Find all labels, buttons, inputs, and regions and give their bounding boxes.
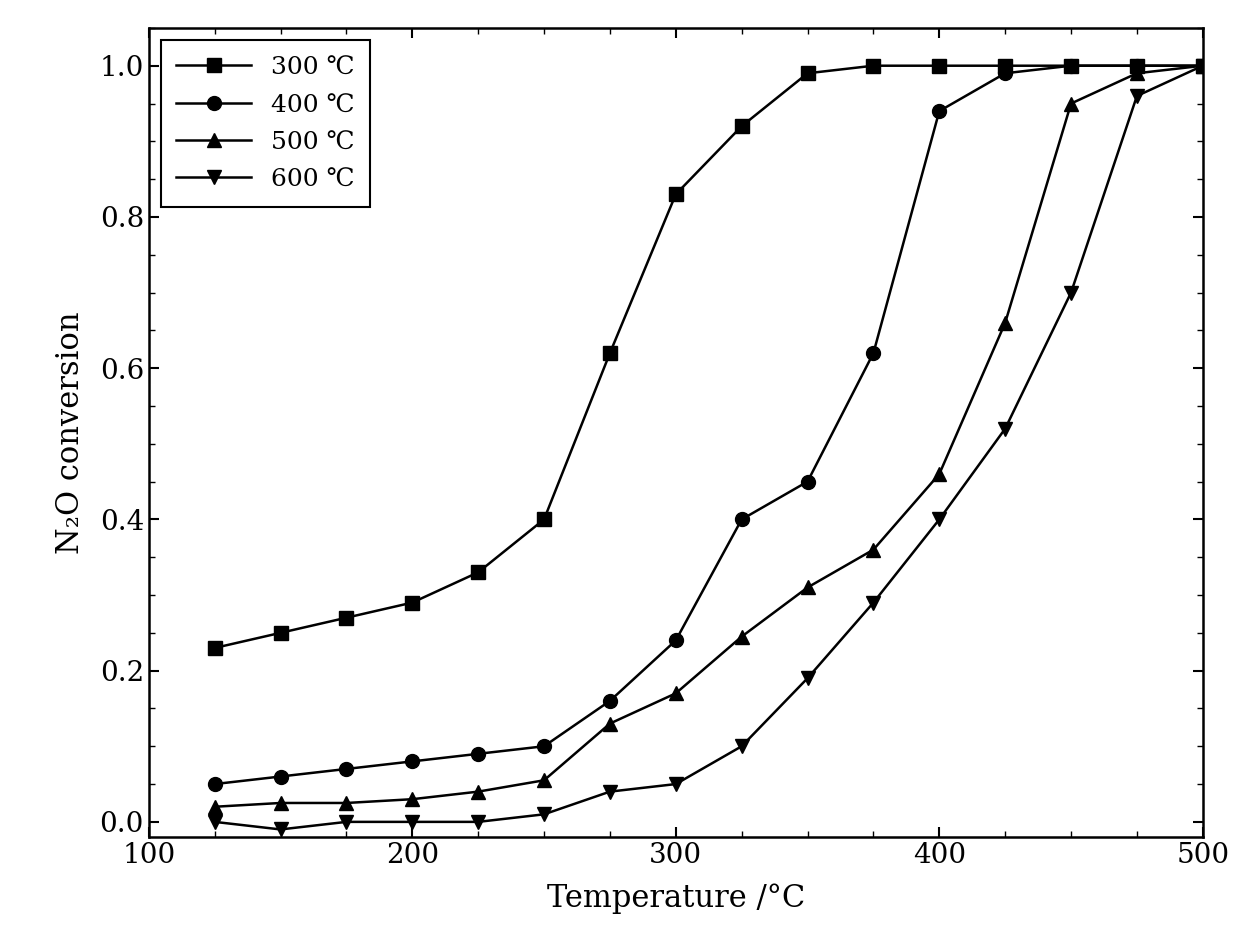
X-axis label: Temperature /°C: Temperature /°C	[547, 883, 805, 914]
400 ℃	[339, 764, 353, 775]
500 ℃	[1064, 98, 1079, 109]
400 ℃	[1130, 60, 1145, 72]
Line: 400 ℃: 400 ℃	[208, 59, 1210, 791]
600 ℃	[471, 817, 486, 828]
300 ℃	[734, 121, 749, 132]
Legend: 300 ℃, 400 ℃, 500 ℃, 600 ℃: 300 ℃, 400 ℃, 500 ℃, 600 ℃	[161, 40, 370, 206]
600 ℃	[207, 817, 222, 828]
300 ℃	[471, 566, 486, 578]
500 ℃	[273, 797, 288, 808]
500 ℃	[1195, 60, 1210, 72]
600 ℃	[1130, 90, 1145, 101]
400 ℃	[1064, 60, 1079, 72]
600 ℃	[866, 597, 880, 608]
500 ℃	[998, 317, 1013, 328]
500 ℃	[404, 793, 419, 804]
Line: 600 ℃: 600 ℃	[208, 59, 1210, 836]
300 ℃	[1064, 60, 1079, 72]
300 ℃	[207, 643, 222, 654]
300 ℃	[404, 597, 419, 608]
300 ℃	[1195, 60, 1210, 72]
600 ℃	[734, 740, 749, 751]
500 ℃	[207, 801, 222, 812]
600 ℃	[339, 817, 353, 828]
500 ℃	[339, 797, 353, 808]
300 ℃	[998, 60, 1013, 72]
400 ℃	[207, 778, 222, 790]
400 ℃	[603, 696, 618, 707]
600 ℃	[603, 786, 618, 797]
300 ℃	[1130, 60, 1145, 72]
600 ℃	[932, 514, 947, 525]
500 ℃	[1130, 68, 1145, 79]
400 ℃	[998, 68, 1013, 79]
400 ℃	[471, 749, 486, 760]
600 ℃	[404, 817, 419, 828]
400 ℃	[932, 105, 947, 116]
600 ℃	[668, 778, 683, 790]
500 ℃	[668, 688, 683, 699]
600 ℃	[800, 672, 815, 684]
300 ℃	[932, 60, 947, 72]
Y-axis label: N₂O conversion: N₂O conversion	[55, 312, 86, 553]
300 ℃	[668, 189, 683, 200]
400 ℃	[866, 348, 880, 359]
600 ℃	[998, 423, 1013, 434]
400 ℃	[800, 476, 815, 487]
300 ℃	[273, 627, 288, 638]
300 ℃	[339, 612, 353, 623]
600 ℃	[273, 824, 288, 835]
400 ℃	[668, 635, 683, 646]
500 ℃	[800, 582, 815, 593]
Line: 300 ℃: 300 ℃	[208, 59, 1210, 655]
500 ℃	[734, 631, 749, 643]
600 ℃	[1195, 60, 1210, 72]
500 ℃	[866, 544, 880, 555]
400 ℃	[273, 771, 288, 782]
500 ℃	[603, 718, 618, 729]
500 ℃	[537, 775, 552, 786]
500 ℃	[471, 786, 486, 797]
300 ℃	[866, 60, 880, 72]
400 ℃	[1195, 60, 1210, 72]
300 ℃	[537, 514, 552, 525]
500 ℃	[932, 469, 947, 480]
600 ℃	[1064, 287, 1079, 299]
300 ℃	[603, 348, 618, 359]
400 ℃	[404, 756, 419, 767]
400 ℃	[537, 740, 552, 751]
600 ℃	[537, 809, 552, 820]
300 ℃	[800, 68, 815, 79]
400 ℃	[734, 514, 749, 525]
Line: 500 ℃: 500 ℃	[208, 59, 1210, 814]
